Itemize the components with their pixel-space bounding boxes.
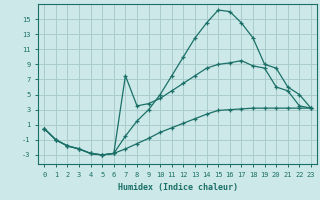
- X-axis label: Humidex (Indice chaleur): Humidex (Indice chaleur): [118, 183, 238, 192]
